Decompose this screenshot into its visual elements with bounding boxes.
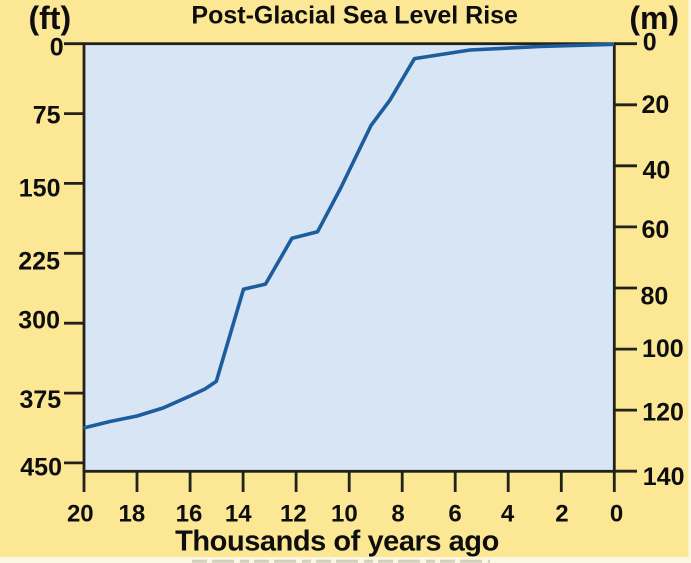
svg-text:0: 0 (50, 34, 64, 62)
svg-text:Post-Glacial Sea Level Rise: Post-Glacial Sea Level Rise (191, 2, 518, 30)
svg-text:4: 4 (501, 501, 515, 528)
svg-text:100: 100 (642, 335, 684, 363)
svg-text:140: 140 (643, 463, 685, 491)
svg-text:(m): (m) (629, 0, 679, 36)
svg-text:20: 20 (67, 501, 94, 528)
svg-text:6: 6 (448, 501, 461, 528)
svg-text:150: 150 (19, 174, 61, 202)
svg-text:120: 120 (642, 398, 684, 426)
svg-text:2: 2 (555, 501, 568, 528)
svg-text:18: 18 (119, 501, 146, 528)
svg-text:10: 10 (331, 501, 358, 528)
svg-text:80: 80 (641, 282, 669, 310)
svg-text:Thousands of years ago: Thousands of years ago (175, 525, 499, 557)
svg-text:375: 375 (19, 386, 61, 414)
svg-text:60: 60 (642, 216, 670, 244)
svg-text:(ft): (ft) (28, 0, 71, 36)
svg-text:14: 14 (225, 501, 252, 528)
svg-text:20: 20 (642, 91, 670, 119)
svg-text:0: 0 (610, 501, 623, 528)
svg-text:450: 450 (20, 454, 62, 482)
svg-text:8: 8 (391, 501, 404, 528)
svg-text:75: 75 (33, 102, 61, 130)
svg-text:300: 300 (18, 306, 60, 334)
svg-text:225: 225 (18, 248, 60, 276)
svg-text:16: 16 (176, 501, 203, 528)
svg-text:0: 0 (643, 28, 657, 56)
svg-text:40: 40 (643, 156, 671, 184)
svg-text:12: 12 (280, 501, 307, 528)
